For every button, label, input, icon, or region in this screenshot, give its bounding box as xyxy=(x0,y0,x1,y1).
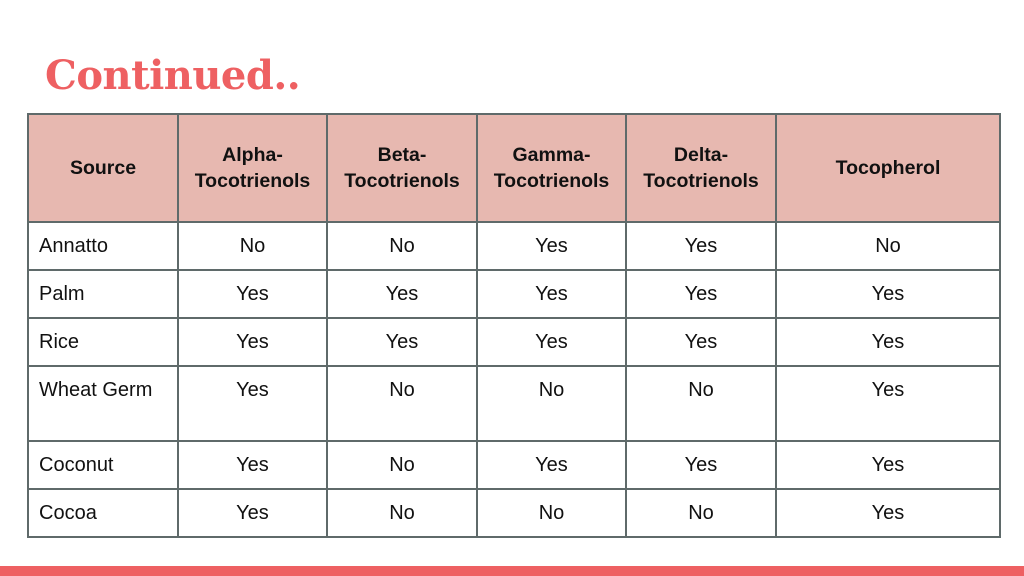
value-cell: Yes xyxy=(775,365,1001,442)
value-cell: Yes xyxy=(326,317,478,367)
source-cell: Annatto xyxy=(27,221,179,271)
value-cell: No xyxy=(326,365,478,442)
value-cell: No xyxy=(625,365,777,442)
column-header: Beta- Tocotrienols xyxy=(326,113,478,223)
value-cell: No xyxy=(326,440,478,490)
value-cell: Yes xyxy=(177,269,328,319)
value-cell: Yes xyxy=(625,440,777,490)
column-header: Gamma- Tocotrienols xyxy=(476,113,627,223)
column-header: Delta- Tocotrienols xyxy=(625,113,777,223)
table-row: Annatto No No Yes Yes No xyxy=(27,221,1001,271)
table-row: Rice Yes Yes Yes Yes Yes xyxy=(27,317,1001,367)
value-cell: Yes xyxy=(177,488,328,538)
column-header: Alpha- Tocotrienols xyxy=(177,113,328,223)
value-cell: No xyxy=(625,488,777,538)
table-row: Cocoa Yes No No No Yes xyxy=(27,488,1001,538)
value-cell: Yes xyxy=(177,365,328,442)
value-cell: Yes xyxy=(476,221,627,271)
table-row: Wheat Germ Yes No No No Yes xyxy=(27,365,1001,442)
column-header: Source xyxy=(27,113,179,223)
value-cell: Yes xyxy=(775,488,1001,538)
header-row: Source Alpha- Tocotrienols Beta- Tocotrien… xyxy=(27,113,1001,223)
source-cell: Coconut xyxy=(27,440,179,490)
value-cell: Yes xyxy=(775,317,1001,367)
value-cell: No xyxy=(775,221,1001,271)
footer-accent-bar xyxy=(0,566,1024,576)
value-cell: Yes xyxy=(625,221,777,271)
table-row: Palm Yes Yes Yes Yes Yes xyxy=(27,269,1001,319)
source-cell: Palm xyxy=(27,269,179,319)
value-cell: No xyxy=(177,221,328,271)
value-cell: Yes xyxy=(775,440,1001,490)
value-cell: No xyxy=(326,221,478,271)
value-cell: Yes xyxy=(625,269,777,319)
column-header: Tocopherol xyxy=(775,113,1001,223)
source-cell: Rice xyxy=(27,317,179,367)
value-cell: Yes xyxy=(476,317,627,367)
value-cell: Yes xyxy=(476,440,627,490)
value-cell: No xyxy=(476,365,627,442)
value-cell: Yes xyxy=(177,440,328,490)
table-row: Coconut Yes No Yes Yes Yes xyxy=(27,440,1001,490)
source-cell: Wheat Germ xyxy=(27,365,179,442)
value-cell: Yes xyxy=(775,269,1001,319)
value-cell: Yes xyxy=(476,269,627,319)
value-cell: No xyxy=(326,488,478,538)
source-cell: Cocoa xyxy=(27,488,179,538)
page-title: Continued.. xyxy=(45,52,301,99)
value-cell: Yes xyxy=(625,317,777,367)
tocotrienol-sources-table: Source Alpha- Tocotrienols Beta- Tocotrien… xyxy=(27,113,1001,538)
value-cell: No xyxy=(476,488,627,538)
value-cell: Yes xyxy=(326,269,478,319)
value-cell: Yes xyxy=(177,317,328,367)
